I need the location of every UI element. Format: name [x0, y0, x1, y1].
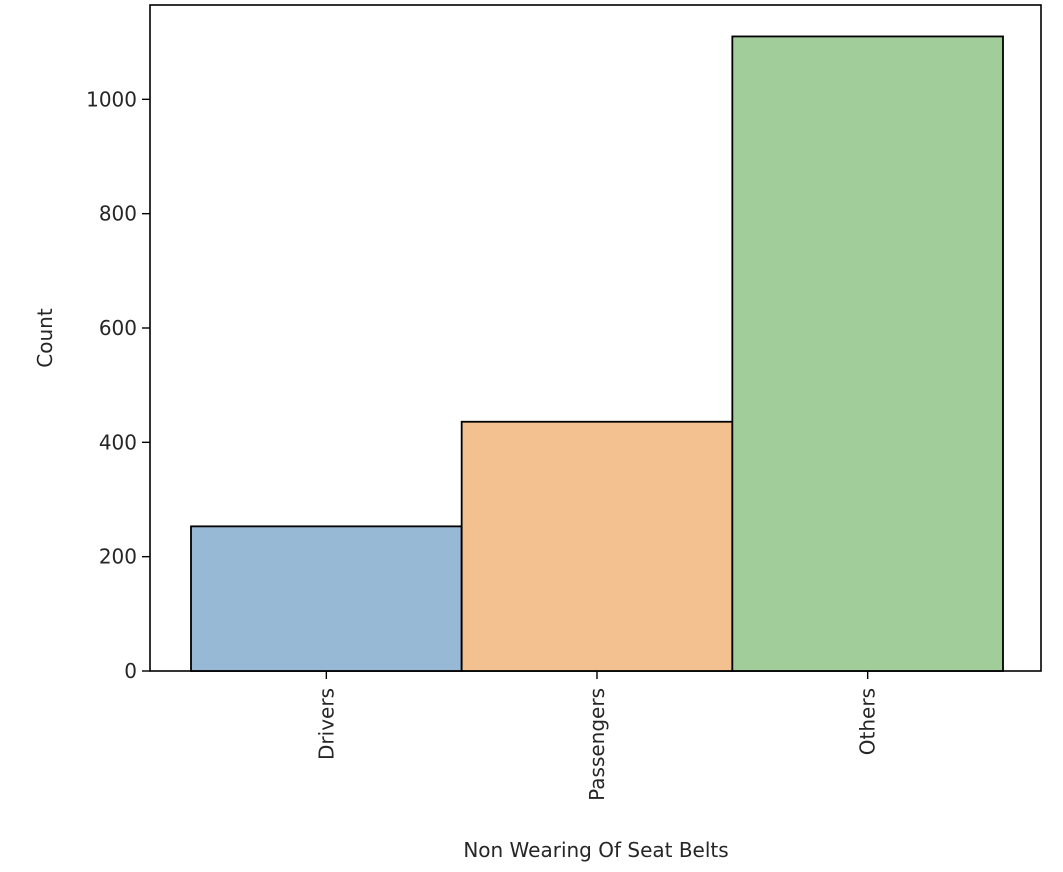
bar-drivers	[190, 525, 463, 672]
x-axis-label: Non Wearing Of Seat Belts	[463, 838, 728, 862]
y-axis-label: Count	[33, 308, 57, 368]
y-tick-label: 200	[99, 545, 137, 569]
x-tick-label-passengers: Passengers	[585, 688, 609, 801]
y-tick-label: 600	[99, 316, 137, 340]
y-tick-label: 1000	[86, 87, 137, 111]
bars-group	[190, 35, 1004, 672]
y-tick-label: 400	[99, 430, 137, 454]
x-tick-label-others: Others	[856, 688, 880, 755]
y-tick-label: 0	[124, 659, 137, 683]
bar-passengers	[460, 420, 734, 672]
bar-others	[731, 35, 1004, 672]
x-axis: Drivers Passengers Others	[314, 671, 880, 801]
x-tick-label-drivers: Drivers	[314, 688, 338, 760]
y-tick-label: 800	[99, 202, 137, 226]
y-axis: 0 200 400 600 800 1000	[86, 87, 150, 683]
